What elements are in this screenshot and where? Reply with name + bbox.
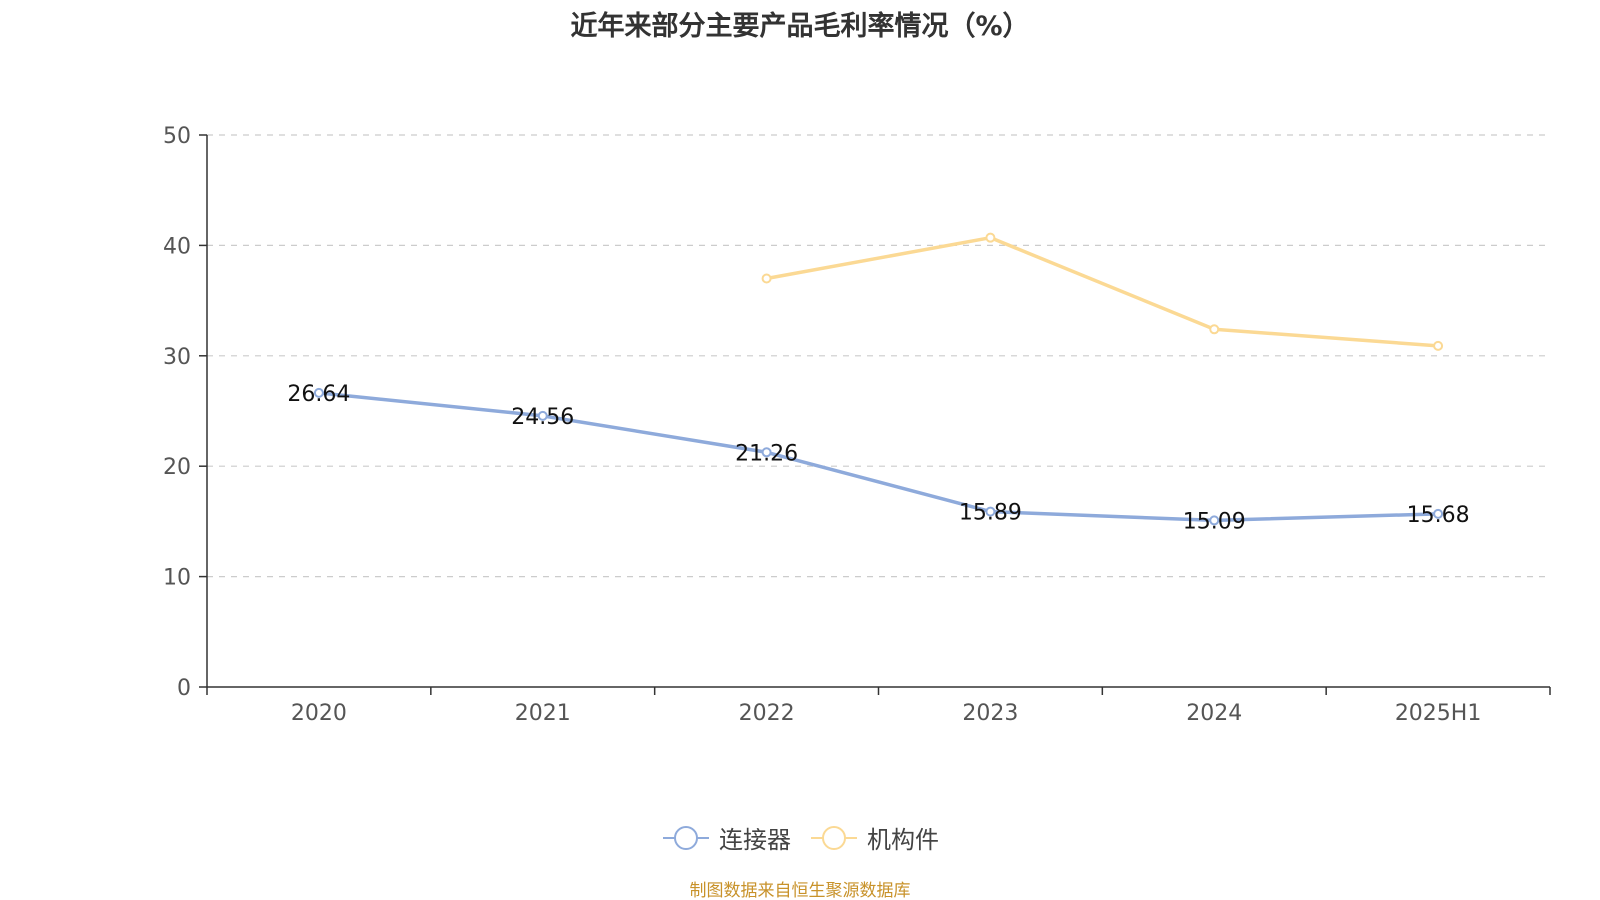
- y-tick-label: 30: [163, 345, 191, 370]
- y-tick-label: 10: [163, 566, 191, 591]
- legend-line-circle-icon: [663, 825, 709, 850]
- y-tick-label: 50: [163, 124, 191, 149]
- data-point: [761, 447, 772, 458]
- x-tick-label: 2023: [962, 701, 1018, 726]
- data-label: 26.64: [287, 382, 350, 407]
- data-point: [1209, 324, 1220, 335]
- x-tick-label: 2025H1: [1395, 701, 1482, 726]
- data-point: [1433, 508, 1444, 519]
- data-label: 15.89: [959, 501, 1022, 526]
- data-point: [313, 387, 324, 398]
- data-point: [1433, 340, 1444, 351]
- y-tick-label: 20: [163, 455, 191, 480]
- data-point: [985, 506, 996, 517]
- data-point: [761, 273, 772, 284]
- y-tick-label: 0: [177, 676, 191, 701]
- source-note: 制图数据来自恒生聚源数据库: [689, 881, 911, 900]
- y-tick-label: 40: [163, 234, 191, 259]
- data-label: 21.26: [735, 441, 798, 466]
- data-label: 15.09: [1183, 509, 1246, 534]
- data-point: [985, 232, 996, 243]
- data-point: [537, 410, 548, 421]
- chart-title: 近年来部分主要产品毛利率情况（%）: [570, 11, 1030, 42]
- x-tick-label: 2024: [1186, 701, 1242, 726]
- legend-item-connector[interactable]: 连接器: [661, 820, 791, 855]
- data-label: 15.68: [1407, 503, 1470, 528]
- legend-item-structural-parts[interactable]: 机构件: [809, 820, 939, 855]
- series-line-0: [318, 391, 1439, 523]
- legend-line-circle-icon: [811, 825, 857, 850]
- legend-label: 机构件: [867, 826, 939, 854]
- x-tick-label: 2022: [739, 701, 795, 726]
- series-line-1: [766, 235, 1439, 348]
- legend-label: 连接器: [719, 826, 791, 854]
- x-tick-label: 2020: [291, 701, 347, 726]
- legend: 连接器 机构件: [0, 820, 1600, 855]
- x-tick-label: 2021: [515, 701, 571, 726]
- data-point: [1209, 515, 1220, 526]
- data-label: 24.56: [511, 405, 574, 430]
